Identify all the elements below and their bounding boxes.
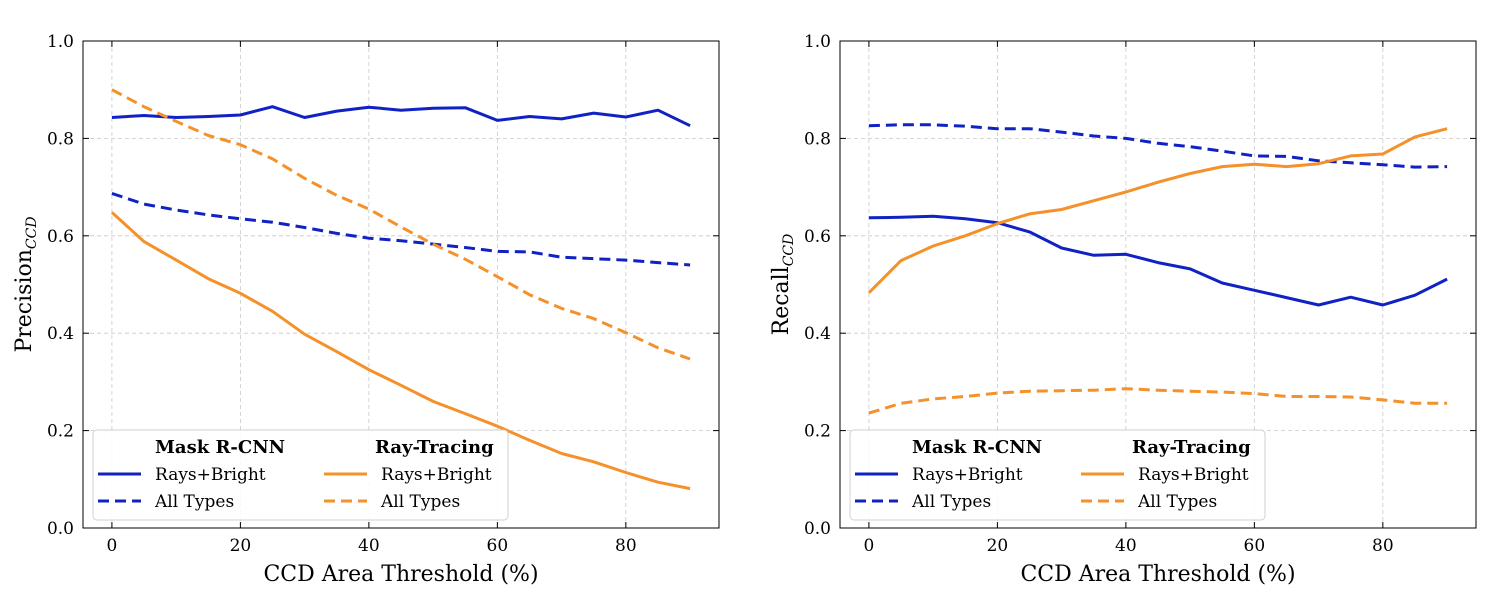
precision-y-tick-label: 0.0 [47,519,74,539]
recall-series [867,123,1448,415]
recall-plot-frame [839,40,1477,529]
recall-x-tick-label: 40 [1115,536,1137,556]
recall-legend-label-all-types: All Types [1137,492,1217,512]
precision-y-label-sub: CCD [24,216,40,249]
precision-y-tick-label: 1.0 [47,32,74,52]
precision-series-mask-rcnn-rays-bright-line [111,105,691,128]
recall-legend: Mask R-CNN Rays+Bright All Types Ray-Tracin… [849,429,1266,521]
precision-x-tick-label: 80 [615,536,637,556]
precision-y-axis-label: PrecisionCCD [12,216,40,352]
precision-legend-label-rays-bright: Rays+Bright [155,465,266,485]
recall-chart: 0 20 40 60 80 0.0 0.2 0.4 0.6 0.8 1.0 CCD Area Thr… [769,32,1477,587]
recall-x-axis-label: CCD Area Threshold (%) [1020,562,1295,587]
recall-series-mask-rcnn-rays-bright-line [868,214,1448,307]
precision-plot-frame [82,40,720,529]
recall-legend-label-rays-bright: Rays+Bright [912,465,1023,485]
recall-x-tick-label: 20 [987,536,1009,556]
recall-legend-label-all-types: All Types [911,492,991,512]
recall-ticks: 0 20 40 60 80 0.0 0.2 0.4 0.6 0.8 1.0 [804,32,1476,556]
precision-series-ray-tracing-all-types-line [111,88,691,361]
precision-x-tick-label: 20 [230,536,252,556]
recall-legend-box [849,429,1266,521]
recall-y-axis-label: RecallCCD [769,234,797,336]
recall-y-tick-label: 0.0 [804,519,831,539]
precision-series-ray-tracing-rays-bright-line [110,211,691,491]
recall-y-label-main: Recall [769,266,794,335]
recall-y-tick-label: 0.4 [804,324,831,344]
precision-x-tick-label: 40 [358,536,380,556]
recall-y-tick-label: 0.6 [804,227,831,247]
precision-legend-box [92,429,509,521]
precision-y-tick-label: 0.6 [47,227,74,247]
precision-y-label-main: Precision [12,249,37,352]
precision-series-mask-rcnn-all-types-line [111,191,691,267]
precision-legend-label-all-types: All Types [154,492,234,512]
recall-series-ray-tracing-all-types-line [868,387,1448,415]
precision-series [110,88,691,491]
precision-y-tick-label: 0.2 [47,422,74,442]
precision-legend-label-all-types: All Types [380,492,460,512]
precision-x-tick-label: 60 [487,536,509,556]
recall-legend-title-mask-rcnn: Mask R-CNN [912,437,1042,458]
recall-x-tick-label: 80 [1372,536,1394,556]
recall-y-label-sub: CCD [781,234,797,267]
recall-legend-title-ray-tracing: Ray-Tracing [1132,437,1251,458]
precision-x-tick-label: 0 [106,536,117,556]
recall-y-tick-label: 0.8 [804,129,831,149]
recall-y-tick-label: 0.2 [804,422,831,442]
recall-series-mask-rcnn-all-types-line [868,123,1448,169]
recall-y-tick-label: 1.0 [804,32,831,52]
recall-series-ray-tracing-rays-bright-line [867,127,1448,294]
precision-y-tick-label: 0.8 [47,129,74,149]
precision-x-axis-label: CCD Area Threshold (%) [263,562,538,587]
recall-legend-label-rays-bright: Rays+Bright [1138,465,1249,485]
precision-legend-title-ray-tracing: Ray-Tracing [375,437,494,458]
precision-legend-label-rays-bright: Rays+Bright [381,465,492,485]
precision-ticks: 0 20 40 60 80 0.0 0.2 0.4 0.6 0.8 1.0 [47,32,719,556]
precision-legend: Mask R-CNN Rays+Bright All Types Ray-Tracin… [92,429,509,521]
precision-y-tick-label: 0.4 [47,324,74,344]
precision-legend-title-mask-rcnn: Mask R-CNN [155,437,285,458]
recall-x-tick-label: 0 [863,536,874,556]
recall-x-tick-label: 60 [1244,536,1266,556]
precision-chart: 0 20 40 60 80 0.0 0.2 0.4 0.6 0.8 1.0 CCD Area Thr… [12,32,720,587]
